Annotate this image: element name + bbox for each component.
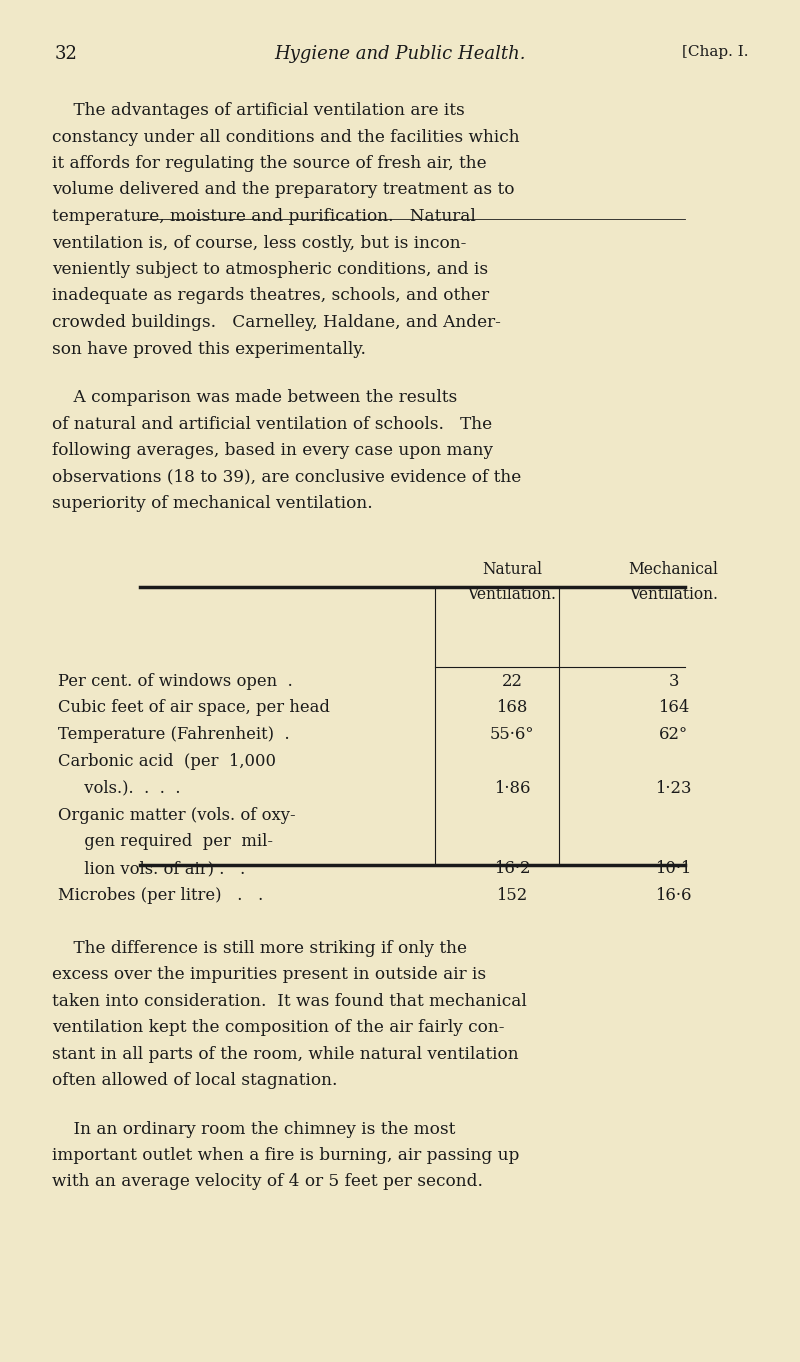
- Text: 16·2: 16·2: [494, 859, 530, 877]
- Text: Natural
Ventilation.: Natural Ventilation.: [467, 561, 557, 602]
- Text: Per cent. of windows open  .: Per cent. of windows open .: [58, 673, 293, 689]
- Text: 22: 22: [502, 673, 522, 689]
- Text: crowded buildings.   Carnelley, Haldane, and Ander-: crowded buildings. Carnelley, Haldane, a…: [52, 315, 501, 331]
- Text: superiority of mechanical ventilation.: superiority of mechanical ventilation.: [52, 494, 373, 512]
- Text: stant in all parts of the room, while natural ventilation: stant in all parts of the room, while na…: [52, 1046, 518, 1062]
- Text: [Chap. I.: [Chap. I.: [682, 45, 748, 59]
- Text: constancy under all conditions and the facilities which: constancy under all conditions and the f…: [52, 128, 520, 146]
- Text: ventilation is, of course, less costly, but is incon-: ventilation is, of course, less costly, …: [52, 234, 466, 252]
- Text: Microbes (per litre)   .   .: Microbes (per litre) . .: [58, 887, 263, 904]
- Text: A comparison was made between the results: A comparison was made between the result…: [52, 390, 458, 406]
- Text: In an ordinary room the chimney is the most: In an ordinary room the chimney is the m…: [52, 1121, 455, 1137]
- Text: 55·6°: 55·6°: [490, 726, 534, 744]
- Text: son have proved this experimentally.: son have proved this experimentally.: [52, 340, 366, 357]
- Text: inadequate as regards theatres, schools, and other: inadequate as regards theatres, schools,…: [52, 287, 489, 305]
- Text: it affords for regulating the source of fresh air, the: it affords for regulating the source of …: [52, 155, 486, 172]
- Text: taken into consideration.  It was found that mechanical: taken into consideration. It was found t…: [52, 993, 526, 1009]
- Text: volume delivered and the preparatory treatment as to: volume delivered and the preparatory tre…: [52, 181, 514, 199]
- Text: 16·6: 16·6: [655, 887, 692, 904]
- Text: temperature, moisture and purification.   Natural: temperature, moisture and purification. …: [52, 208, 476, 225]
- Text: Organic matter (vols. of oxy-: Organic matter (vols. of oxy-: [58, 806, 296, 824]
- Text: with an average velocity of 4 or 5 feet per second.: with an average velocity of 4 or 5 feet …: [52, 1174, 483, 1190]
- Text: 168: 168: [496, 699, 528, 716]
- Text: 32: 32: [55, 45, 78, 63]
- Text: 62°: 62°: [659, 726, 688, 744]
- Text: often allowed of local stagnation.: often allowed of local stagnation.: [52, 1072, 338, 1090]
- Text: 1·23: 1·23: [655, 779, 692, 797]
- Text: Temperature (Fahrenheit)  .: Temperature (Fahrenheit) .: [58, 726, 290, 744]
- Text: vols.).  .  .  .: vols.). . . .: [58, 779, 181, 797]
- Text: Cubic feet of air space, per head: Cubic feet of air space, per head: [58, 699, 330, 716]
- Text: lion vols. of air) .   .: lion vols. of air) . .: [58, 859, 246, 877]
- Text: important outlet when a fire is burning, air passing up: important outlet when a fire is burning,…: [52, 1147, 519, 1165]
- Text: 3: 3: [668, 673, 678, 689]
- Text: Mechanical
Ventilation.: Mechanical Ventilation.: [629, 561, 718, 602]
- Text: 10·1: 10·1: [655, 859, 692, 877]
- Text: of natural and artificial ventilation of schools.   The: of natural and artificial ventilation of…: [52, 415, 492, 433]
- Text: The advantages of artificial ventilation are its: The advantages of artificial ventilation…: [52, 102, 465, 118]
- Text: 1·86: 1·86: [494, 779, 530, 797]
- Text: 152: 152: [496, 887, 528, 904]
- Text: 164: 164: [658, 699, 689, 716]
- Text: The difference is still more striking if only the: The difference is still more striking if…: [52, 940, 467, 956]
- Text: excess over the impurities present in outside air is: excess over the impurities present in ou…: [52, 966, 486, 983]
- Text: Carbonic acid  (per  1,000: Carbonic acid (per 1,000: [58, 753, 276, 770]
- Text: following averages, based in every case upon many: following averages, based in every case …: [52, 443, 493, 459]
- Text: ventilation kept the composition of the air fairly con-: ventilation kept the composition of the …: [52, 1019, 505, 1036]
- Text: observations (18 to 39), are conclusive evidence of the: observations (18 to 39), are conclusive …: [52, 469, 522, 485]
- Text: gen required  per  mil-: gen required per mil-: [58, 834, 273, 850]
- Text: veniently subject to atmospheric conditions, and is: veniently subject to atmospheric conditi…: [52, 262, 488, 278]
- Text: Hygiene and Public Health.: Hygiene and Public Health.: [274, 45, 526, 63]
